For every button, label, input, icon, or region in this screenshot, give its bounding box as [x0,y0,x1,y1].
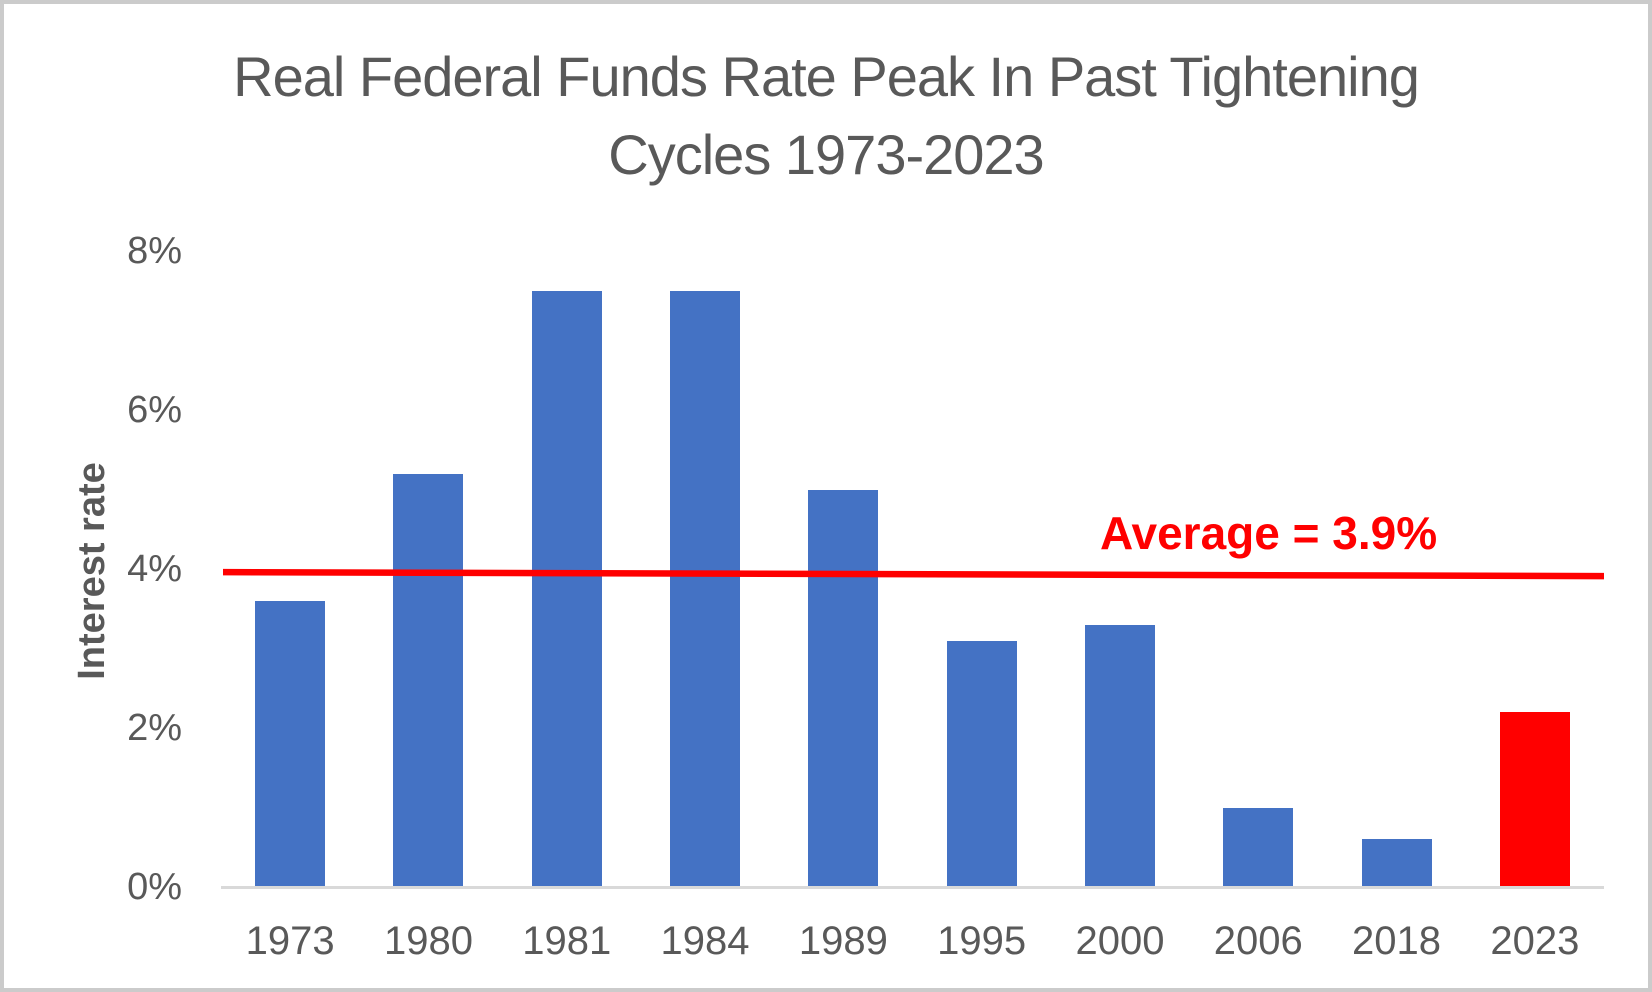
x-tick-label-1984: 1984 [660,919,750,963]
x-tick-label-1981: 1981 [522,919,612,963]
average-label: Average = 3.9% [1100,507,1438,559]
bar-2006 [1223,807,1294,887]
y-tick-label-0: 0% [127,866,182,908]
x-tick-label-1995: 1995 [937,919,1027,963]
y-tick-label-6: 6% [127,389,182,431]
bar-2018 [1361,839,1432,887]
y-tick-label-4: 4% [127,548,182,590]
chart-title-line1: Real Federal Funds Rate Peak In Past Tig… [233,45,1420,108]
bar-1973 [255,600,326,887]
x-axis-line [221,886,1604,889]
bar-1995 [946,640,1017,887]
chart-title: Real Federal Funds Rate Peak In Past Tig… [4,38,1648,194]
bar-1989 [808,489,879,887]
bar-1981 [531,290,602,887]
x-tick-label-2018: 2018 [1352,919,1442,963]
x-tick-label-2023: 2023 [1490,919,1580,963]
x-tick-label-2000: 2000 [1075,919,1165,963]
bar-2023 [1499,712,1570,887]
y-tick-label-8: 8% [127,230,182,272]
chart-title-line2: Cycles 1973-2023 [608,123,1044,186]
bar-1984 [670,290,741,887]
x-tick-label-1989: 1989 [798,919,888,963]
bar-1980 [393,473,464,887]
x-tick-label-1973: 1973 [245,919,335,963]
x-tick-label-2006: 2006 [1213,919,1303,963]
y-tick-label-2: 2% [127,707,182,749]
bar-2000 [1084,624,1155,887]
x-tick-label-1980: 1980 [383,919,473,963]
